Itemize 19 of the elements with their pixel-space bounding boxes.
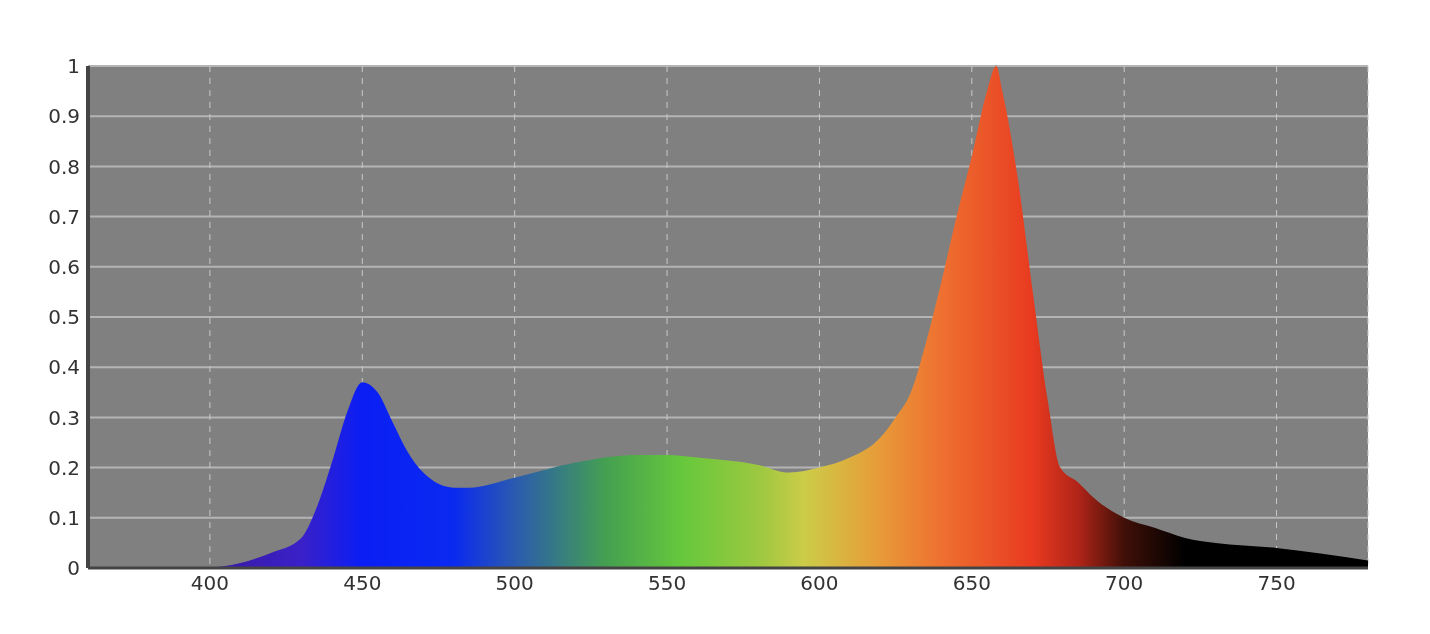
y-tick-label: 0.8	[48, 154, 80, 179]
x-tick-label: 450	[343, 571, 382, 596]
x-tick-label: 650	[952, 571, 991, 596]
x-tick-label: 400	[190, 571, 229, 596]
y-tick-label: 0.3	[48, 405, 80, 430]
y-tick-label: 0.9	[48, 104, 80, 129]
y-tick-label: 0.4	[48, 355, 80, 380]
x-tick-label: 500	[495, 571, 534, 596]
y-tick-label: 0.1	[48, 505, 80, 530]
x-tick-label: 600	[800, 571, 839, 596]
y-tick-label: 1	[67, 54, 80, 79]
y-tick-label: 0	[67, 556, 80, 581]
y-tick-label: 0.5	[48, 305, 80, 330]
x-tick-label: 750	[1257, 571, 1296, 596]
x-tick-label: 700	[1105, 571, 1144, 596]
y-tick-label: 0.2	[48, 455, 80, 480]
y-tick-label: 0.7	[48, 204, 80, 229]
x-tick-label: 550	[647, 571, 687, 596]
y-tick-label: 0.6	[48, 254, 80, 279]
